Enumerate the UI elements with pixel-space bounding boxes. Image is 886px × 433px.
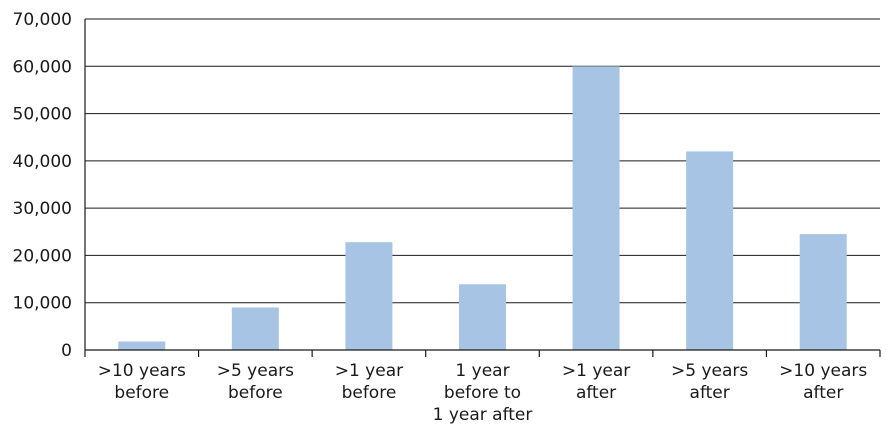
y-tick-label: 10,000 [13,294,72,314]
bar [345,242,393,350]
x-category-label: >5 years after [671,361,748,403]
bar [118,341,166,350]
y-tick-label: 70,000 [13,10,72,30]
x-category-label: >1 year before [335,361,403,403]
y-tick-label: 0 [61,341,72,361]
y-tick-label: 40,000 [13,152,72,172]
bar [686,151,734,350]
x-category-label: >10 years after [779,361,867,403]
bar [231,307,279,350]
gridlines [85,18,880,304]
y-tick-label: 20,000 [13,246,72,266]
bar [799,234,847,350]
bar [459,284,506,350]
x-axis-category-labels: >10 years before >5 years before >1 year befo… [98,361,868,425]
axes [84,19,881,357]
y-tick-label: 30,000 [13,199,72,219]
x-category-label: >1 year after [562,361,630,403]
x-category-label: >10 years before [98,361,186,403]
y-tick-label: 50,000 [13,105,72,125]
y-tick-label: 60,000 [13,57,72,77]
bar [572,66,620,351]
x-category-label: 1 year before to 1 year after [433,361,533,425]
x-category-label: >5 years before [217,361,294,403]
y-axis-tick-labels: 0 10,000 20,000 30,000 40,000 50,000 60,000 70,… [13,10,72,361]
bars [118,66,847,351]
